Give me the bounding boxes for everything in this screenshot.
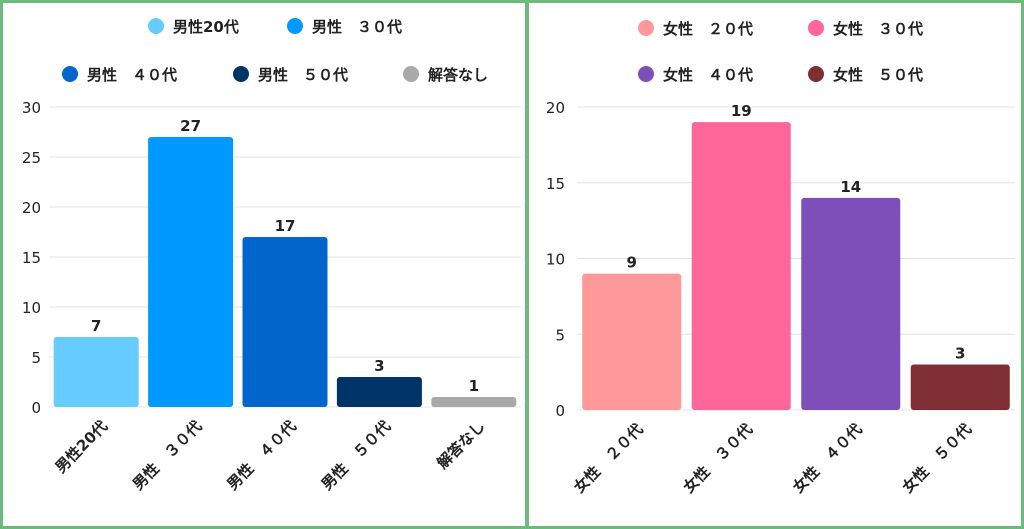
data-label: 7 — [91, 317, 101, 335]
legend-swatch — [148, 18, 164, 34]
x-category-label: 男性 ３０代 — [129, 417, 205, 493]
x-category-label: 解答なし — [433, 417, 488, 472]
data-label: 9 — [627, 254, 637, 272]
legend-label: 解答なし — [428, 66, 488, 84]
data-label: 14 — [840, 178, 861, 196]
legend-swatch — [808, 66, 824, 82]
data-label: 3 — [955, 345, 965, 363]
data-label: 1 — [469, 377, 479, 395]
bar-2 — [148, 137, 234, 407]
bar-5 — [431, 397, 517, 407]
data-label: 27 — [180, 117, 201, 135]
y-tick-label: 5 — [555, 326, 565, 344]
y-tick-label: 10 — [546, 251, 565, 269]
bar-3 — [242, 237, 328, 407]
y-tick-label: 25 — [22, 149, 41, 167]
legend-swatch — [638, 20, 654, 36]
y-tick-label: 20 — [22, 199, 41, 217]
legend-label: 男性 ５０代 — [258, 66, 348, 84]
legend-swatch — [233, 66, 249, 82]
bar-4 — [336, 377, 422, 407]
legend-swatch — [62, 66, 78, 82]
x-category-label: 女性 ５０代 — [899, 420, 975, 496]
legend-label: 男性 ３０代 — [312, 18, 402, 36]
y-tick-label: 15 — [546, 175, 565, 193]
y-tick-label: 0 — [31, 399, 41, 417]
y-tick-label: 30 — [22, 99, 41, 117]
legend-swatch — [808, 20, 824, 36]
female-chart-panel: 0 5 10 15 20 9 女性 ２０代 19 女性 ３０代 14 女性 ４０代 3 女性 ５０代 女性… — [526, 0, 1024, 529]
bar-2 — [691, 122, 791, 411]
legend-swatch — [287, 18, 303, 34]
x-category-label: 女性 ２０代 — [570, 420, 646, 496]
x-category-label: 男性20代 — [52, 417, 111, 476]
legend-label: 男性 ４０代 — [87, 66, 177, 84]
bar-1 — [53, 337, 139, 407]
y-tick-label: 5 — [31, 349, 41, 367]
y-tick-label: 15 — [22, 249, 41, 267]
data-label: 17 — [275, 217, 296, 235]
x-category-label: 女性 ３０代 — [680, 420, 756, 496]
y-tick-label: 20 — [546, 99, 565, 117]
legend-label: 女性 ３０代 — [833, 20, 923, 38]
legend-label: 女性 ５０代 — [833, 66, 923, 84]
data-label: 19 — [731, 102, 752, 120]
x-category-label: 男性 ５０代 — [318, 417, 394, 493]
x-category-label: 男性 ４０代 — [223, 417, 299, 493]
legend-swatch — [403, 66, 419, 82]
legend-label: 女性 ４０代 — [663, 66, 753, 84]
y-tick-label: 10 — [22, 299, 41, 317]
male-age-bar-chart: 0 5 10 15 20 25 30 7 男性20代 27 男性 ３０代 17 男性 ４０代 3 男性 ５０… — [22, 18, 521, 493]
bar-1 — [582, 273, 682, 410]
bar-4 — [910, 364, 1010, 410]
legend-label: 男性20代 — [173, 18, 239, 36]
bar-3 — [801, 197, 901, 410]
legend-label: 女性 ２０代 — [663, 20, 753, 38]
male-chart-panel: 0 5 10 15 20 25 30 7 男性20代 27 男性 ３０代 17 男性 ４０代 3 男性 ５０… — [0, 0, 528, 529]
legend-swatch — [638, 66, 654, 82]
data-label: 3 — [374, 357, 384, 375]
y-tick-label: 0 — [555, 402, 565, 420]
x-category-label: 女性 ４０代 — [789, 420, 865, 496]
